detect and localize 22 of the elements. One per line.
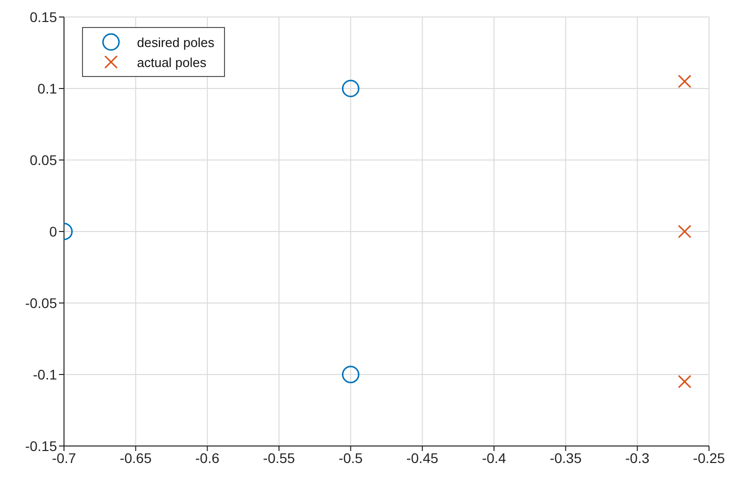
point — [342, 80, 360, 98]
point — [678, 224, 692, 238]
point — [678, 374, 692, 388]
y-tick-label: -0.05 — [25, 294, 58, 311]
y-tick-label: 0.15 — [30, 8, 58, 25]
x-tick-label: -0.4 — [482, 450, 506, 466]
x-tick-label: -0.6 — [195, 450, 220, 466]
point — [678, 74, 692, 88]
x-tick-label: -0.65 — [120, 450, 152, 466]
point — [342, 366, 360, 384]
y-tick-label: -0.1 — [32, 366, 58, 382]
y-tick-label: 0 — [49, 223, 58, 240]
y-tick-label: 0.1 — [38, 80, 58, 96]
legend-label: desired poles — [137, 34, 214, 50]
y-tick-label: 0.05 — [30, 152, 58, 168]
x-tick-label: -0.25 — [693, 450, 726, 466]
x-tick-label: -0.35 — [550, 450, 582, 466]
legend-label: actual poles — [137, 54, 206, 70]
x-tick-label: -0.45 — [406, 450, 438, 466]
x-tick-label: -0.3 — [625, 450, 650, 466]
x-tick-label: -0.55 — [263, 450, 296, 466]
x-tick-label: -0.5 — [338, 450, 363, 466]
